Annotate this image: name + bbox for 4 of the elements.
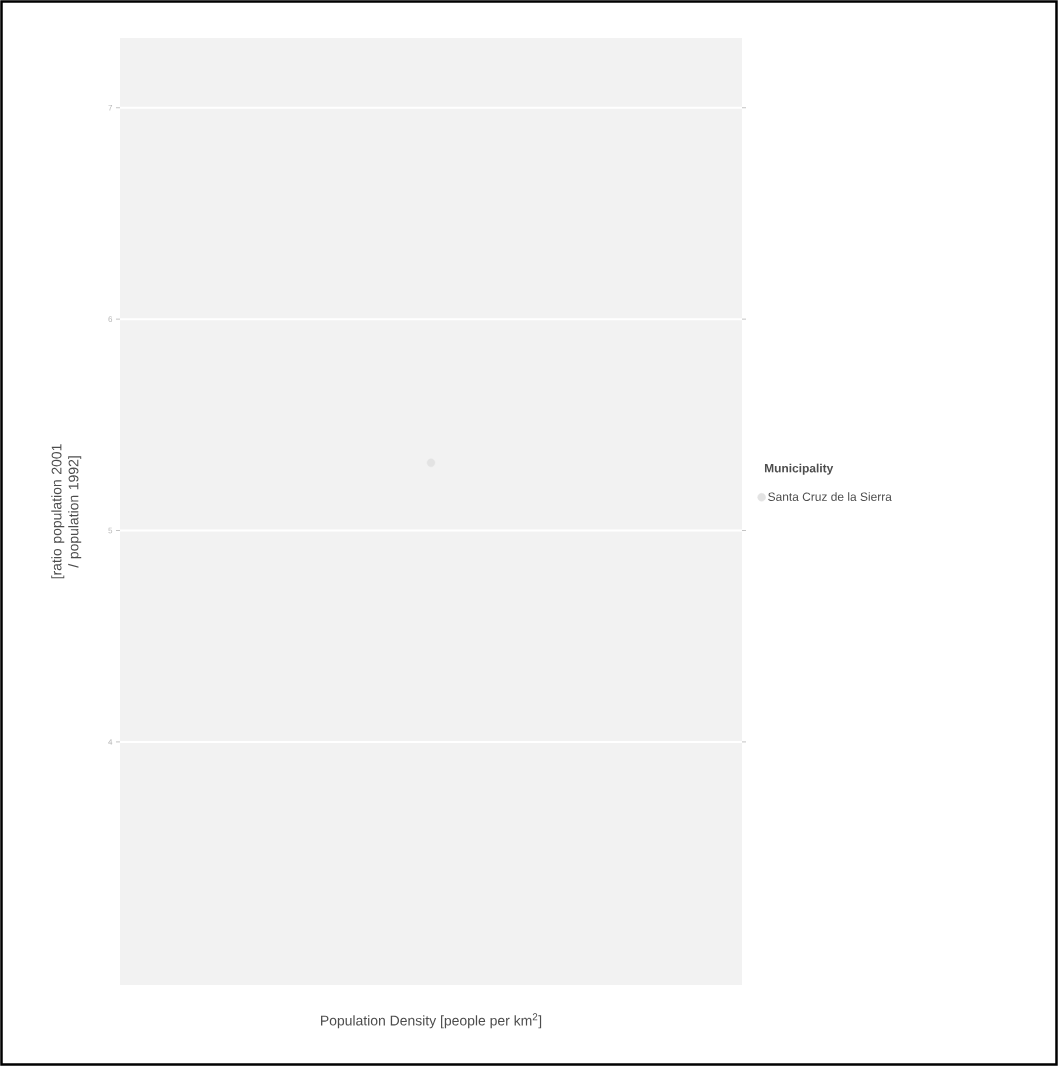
legend-title: Municipality: [764, 463, 834, 475]
x-axis-title: Population Density [people per km$^{2}$]: [321, 1013, 542, 1029]
legend-label: Santa Cruz de la Sierra: [768, 492, 892, 501]
y-axis-title: [ratio population 2001 / population 1992]: [51, 444, 82, 579]
